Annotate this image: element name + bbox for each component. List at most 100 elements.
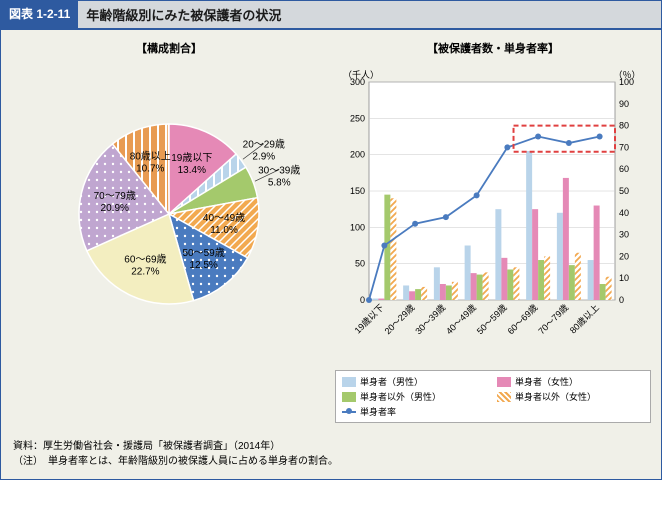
x-tick: 30～39歳: [413, 302, 448, 337]
pie-panel: 【構成割合】 19歳以下13.4%20～29歳2.9%30～39歳5.8%40～…: [11, 40, 327, 423]
pie-slice-label: 19歳以下: [171, 152, 212, 164]
bar: [513, 267, 519, 300]
pie-slice-pct: 12.5%: [189, 260, 217, 271]
y2-tick: 30: [619, 230, 629, 240]
line-marker: [366, 297, 372, 303]
bar: [452, 282, 458, 300]
line-marker: [412, 221, 418, 227]
y2-tick: 80: [619, 121, 629, 131]
y2-tick: 20: [619, 251, 629, 261]
bar: [575, 253, 581, 300]
figure-footer: 資料：厚生労働省社会・援護局「被保護者調査」（2014年） （注） 単身者率とは…: [1, 433, 661, 479]
bar-legend: 単身者（男性） 単身者（女性） 単身者以外（男性） 単身者以外（女性） 単身者率: [335, 370, 651, 423]
bar: [465, 246, 471, 301]
bar: [563, 178, 569, 300]
legend-item: 単身者率: [342, 405, 489, 418]
bar-chart: 0501001502002503000102030405060708090100…: [335, 64, 645, 364]
bar: [507, 269, 513, 300]
pie-slice-pct: 10.7%: [136, 163, 164, 174]
bar: [483, 272, 489, 300]
y1-tick: 250: [350, 113, 365, 123]
y2-tick: 50: [619, 186, 629, 196]
y2-tick: 10: [619, 273, 629, 283]
figure-content: 【構成割合】 19歳以下13.4%20～29歳2.9%30～39歳5.8%40～…: [1, 30, 661, 433]
footer-note: （注） 単身者率とは、年齢階級別の被保護人員に占める単身者の割合。: [13, 454, 649, 469]
y1-label: （千人）: [343, 70, 379, 80]
legend-label: 単身者以外（女性）: [515, 390, 596, 403]
pie-slice-pct: 22.7%: [131, 267, 159, 278]
line-marker: [443, 214, 449, 220]
bar: [544, 256, 550, 300]
line-marker: [597, 134, 603, 140]
bar-panel: 【被保護者数・単身者率】 050100150200250300010203040…: [335, 40, 651, 423]
pie-slice-pct: 2.9%: [252, 152, 275, 163]
legend-label: 単身者以外（男性）: [360, 390, 441, 403]
y2-tick: 0: [619, 295, 624, 305]
bar: [403, 285, 409, 300]
legend-item: 単身者（男性）: [342, 375, 489, 388]
bar: [526, 151, 532, 300]
legend-swatch: [342, 377, 356, 387]
y2-tick: 40: [619, 208, 629, 218]
line-marker: [566, 140, 572, 146]
y1-tick: 0: [360, 295, 365, 305]
pie-slice-pct: 5.8%: [268, 178, 291, 189]
x-tick: 80歳以上: [567, 302, 601, 336]
bar: [471, 273, 477, 300]
figure-title: 年齢階級別にみた被保護者の状況: [78, 1, 661, 28]
line-marker: [535, 134, 541, 140]
y1-tick: 50: [355, 259, 365, 269]
pie-slice-label: 40～49歳: [203, 212, 245, 224]
bar: [538, 260, 544, 300]
figure-number: 図表 1-2-11: [1, 1, 78, 28]
pie-slice-label: 80歳以上: [130, 150, 171, 162]
pie-chart: 19歳以下13.4%20～29歳2.9%30～39歳5.8%40～49歳11.0…: [29, 64, 309, 344]
bar: [495, 209, 501, 300]
y1-tick: 200: [350, 150, 365, 160]
bar: [477, 275, 483, 300]
legend-item: 単身者以外（女性）: [497, 390, 644, 403]
bar: [501, 258, 507, 300]
figure-header: 図表 1-2-11 年齢階級別にみた被保護者の状況: [1, 1, 661, 30]
legend-swatch: [342, 407, 356, 417]
bar: [600, 284, 606, 300]
y1-tick: 150: [350, 186, 365, 196]
y2-label: （％）: [613, 70, 640, 80]
bar: [421, 287, 427, 300]
legend-item: 単身者（女性）: [497, 375, 644, 388]
bar: [557, 213, 563, 300]
pie-subtitle: 【構成割合】: [11, 40, 327, 56]
bar: [532, 209, 538, 300]
legend-item: 単身者以外（男性）: [342, 390, 489, 403]
footer-source: 資料：厚生労働省社会・援護局「被保護者調査」（2014年）: [13, 439, 649, 454]
x-tick: 40～49歳: [443, 302, 478, 337]
line-marker: [474, 192, 480, 198]
legend-label: 単身者（女性）: [515, 375, 578, 388]
x-tick: 20～29歳: [382, 302, 417, 337]
bar: [415, 289, 421, 300]
bar: [390, 198, 396, 300]
bar: [588, 260, 594, 300]
bar-subtitle: 【被保護者数・単身者率】: [335, 40, 651, 56]
line-marker: [381, 243, 387, 249]
y2-tick: 90: [619, 99, 629, 109]
pie-slice-pct: 20.9%: [101, 203, 129, 214]
pie-slice-pct: 11.0%: [210, 225, 238, 236]
x-tick: 60～69歳: [505, 302, 540, 337]
legend-swatch: [497, 392, 511, 402]
x-tick: 70～79歳: [536, 302, 571, 337]
x-tick: 50～59歳: [474, 302, 509, 337]
legend-swatch: [497, 377, 511, 387]
bar: [606, 277, 612, 300]
figure-container: 図表 1-2-11 年齢階級別にみた被保護者の状況 【構成割合】 19歳以下13…: [0, 0, 662, 480]
legend-label: 単身者（男性）: [360, 375, 423, 388]
x-tick: 19歳以下: [352, 302, 386, 336]
y2-tick: 70: [619, 142, 629, 152]
pie-slice-label: 20～29歳: [243, 139, 285, 151]
pie-slice-pct: 13.4%: [178, 165, 206, 176]
bar: [372, 299, 378, 300]
bar: [434, 267, 440, 300]
bar: [440, 284, 446, 300]
pie-slice-label: 70～79歳: [94, 190, 136, 202]
pie-slice-label: 60～69歳: [124, 254, 166, 266]
